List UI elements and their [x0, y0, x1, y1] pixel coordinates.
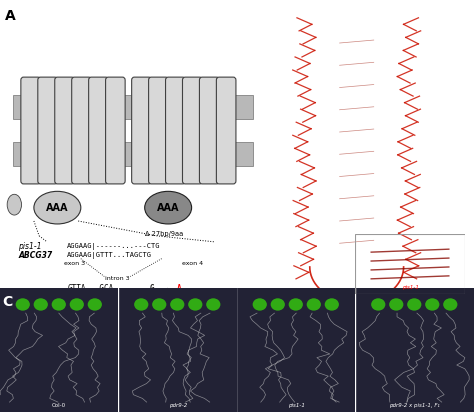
Ellipse shape [52, 298, 66, 311]
Text: exon 3: exon 3 [64, 261, 85, 266]
Text: pis1-1: pis1-1 [18, 242, 42, 251]
Ellipse shape [7, 194, 21, 215]
Text: A: A [5, 9, 16, 23]
Text: ABCG37: ABCG37 [18, 251, 52, 260]
Text: Col-0: Col-0 [52, 403, 66, 408]
Ellipse shape [425, 298, 439, 311]
Ellipse shape [206, 298, 220, 311]
FancyBboxPatch shape [216, 77, 236, 184]
Ellipse shape [34, 191, 81, 224]
FancyBboxPatch shape [72, 77, 91, 184]
FancyBboxPatch shape [149, 77, 168, 184]
Ellipse shape [389, 298, 403, 311]
Ellipse shape [34, 298, 48, 311]
FancyBboxPatch shape [165, 77, 185, 184]
FancyBboxPatch shape [200, 77, 219, 184]
Bar [13, 95, 253, 119]
Text: →: → [163, 284, 169, 293]
Text: AAA: AAA [46, 203, 69, 213]
Ellipse shape [289, 298, 303, 311]
Text: exon 4: exon 4 [182, 261, 203, 266]
Bar [237, 288, 355, 412]
Ellipse shape [307, 298, 321, 311]
FancyBboxPatch shape [38, 77, 57, 184]
Text: AAA: AAA [157, 203, 179, 213]
Text: pdr9-2 x pis1-1, F₁: pdr9-2 x pis1-1, F₁ [389, 403, 440, 408]
Bar [356, 288, 474, 412]
Ellipse shape [371, 298, 385, 311]
Text: B: B [272, 9, 282, 23]
FancyBboxPatch shape [21, 77, 40, 184]
Text: C: C [2, 295, 13, 309]
Text: AGGAAG|GTTT...TAGCTG: AGGAAG|GTTT...TAGCTG [66, 252, 152, 259]
Text: G: G [150, 284, 155, 293]
FancyBboxPatch shape [55, 77, 74, 184]
Text: GTTA...GCA: GTTA...GCA [68, 284, 114, 293]
Ellipse shape [134, 298, 148, 311]
Ellipse shape [407, 298, 421, 311]
Ellipse shape [152, 298, 166, 311]
FancyBboxPatch shape [182, 77, 202, 184]
Ellipse shape [271, 298, 285, 311]
Text: pdr9-2: pdr9-2 [169, 403, 187, 408]
FancyBboxPatch shape [89, 77, 108, 184]
Text: AGGAAG|------...---CTG: AGGAAG|------...---CTG [66, 243, 160, 250]
Bar [13, 143, 253, 166]
Bar [119, 288, 237, 412]
Ellipse shape [70, 298, 84, 311]
Ellipse shape [16, 298, 30, 311]
Text: pis1-1: pis1-1 [288, 403, 305, 408]
Ellipse shape [88, 298, 102, 311]
Text: Δ 27bp/9aa: Δ 27bp/9aa [145, 231, 183, 237]
Bar [0, 288, 118, 412]
FancyBboxPatch shape [132, 77, 151, 184]
FancyBboxPatch shape [106, 77, 125, 184]
Ellipse shape [253, 298, 267, 311]
Text: intron 3: intron 3 [105, 276, 129, 281]
Ellipse shape [188, 298, 202, 311]
Ellipse shape [145, 191, 191, 224]
Ellipse shape [325, 298, 339, 311]
Text: pis1-1: pis1-1 [401, 285, 419, 290]
Ellipse shape [443, 298, 457, 311]
Ellipse shape [170, 298, 184, 311]
Text: A: A [177, 284, 182, 293]
